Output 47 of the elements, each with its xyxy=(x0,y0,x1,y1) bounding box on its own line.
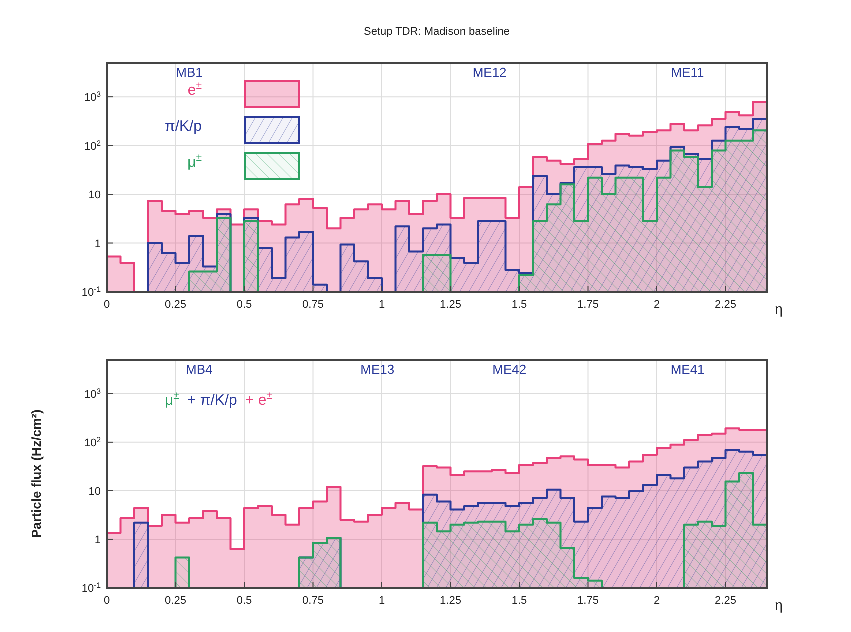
annotation: MB1 xyxy=(176,65,203,80)
text: + e$^{±}$ xyxy=(245,390,273,409)
x-tick-label: 0.75 xyxy=(302,595,324,607)
annotation: MB4 xyxy=(186,362,213,377)
x-tick-label: 0.75 xyxy=(302,299,324,311)
y-axis-title: Particle flux (Hz/cm²) xyxy=(29,410,44,538)
x-tick-label: 0.25 xyxy=(165,595,186,607)
x-tick-label: 1.25 xyxy=(440,595,462,607)
y-tick-label: 10$^{-1}$ xyxy=(82,580,101,595)
y-tick-label: 1 xyxy=(94,534,101,546)
annotation: ME12 xyxy=(472,65,507,80)
annotation: ME41 xyxy=(670,362,705,377)
x-tick-label: 0.25 xyxy=(165,299,186,311)
text: μ$^{±}$ xyxy=(188,152,202,171)
x-axis-title: η xyxy=(775,301,783,317)
x-tick-label: 0.5 xyxy=(236,299,252,311)
x-tick-label: 2 xyxy=(654,299,660,311)
x-tick-label: 2.25 xyxy=(715,299,736,311)
x-axis-title: η xyxy=(775,597,783,613)
y-tick-label: 1 xyxy=(94,238,101,250)
x-tick-label: 0 xyxy=(104,299,110,311)
x-tick-label: 0.5 xyxy=(236,595,252,607)
y-tick-label: 10$^{3}$ xyxy=(84,386,101,401)
y-tick-label: 10$^{2}$ xyxy=(84,434,101,450)
y-tick-label: 10$^{2}$ xyxy=(84,138,101,153)
x-tick-label: 1.75 xyxy=(578,595,599,607)
x-tick-label: 1.5 xyxy=(512,299,528,311)
text: μ$^{±}$ xyxy=(165,390,180,409)
y-tick-label: 10$^{-1}$ xyxy=(82,284,101,299)
y-tick-label: 10 xyxy=(88,190,101,202)
x-tick-label: 1 xyxy=(378,299,386,311)
x-tick-label: 1 xyxy=(378,595,386,607)
x-tick-label: 2 xyxy=(654,595,660,607)
text: + π/K/p xyxy=(187,392,238,409)
annotation: ME11 xyxy=(671,65,704,80)
annotation: ME42 xyxy=(492,362,527,377)
x-tick-label: 0 xyxy=(104,595,110,607)
y-tick-label: 10 xyxy=(88,486,101,498)
x-tick-label: 1.75 xyxy=(578,299,599,311)
x-tick-label: 1.25 xyxy=(440,299,462,311)
annotation: ME13 xyxy=(360,362,395,377)
x-tick-label: 1.5 xyxy=(512,595,528,607)
y-tick-label: 10$^{3}$ xyxy=(84,90,101,104)
x-tick-label: 2.25 xyxy=(715,595,736,607)
text: π/K/p xyxy=(164,118,202,135)
chart-title: Setup TDR: Madison baseline xyxy=(364,26,510,38)
text: e$^{±}$ xyxy=(188,80,202,99)
